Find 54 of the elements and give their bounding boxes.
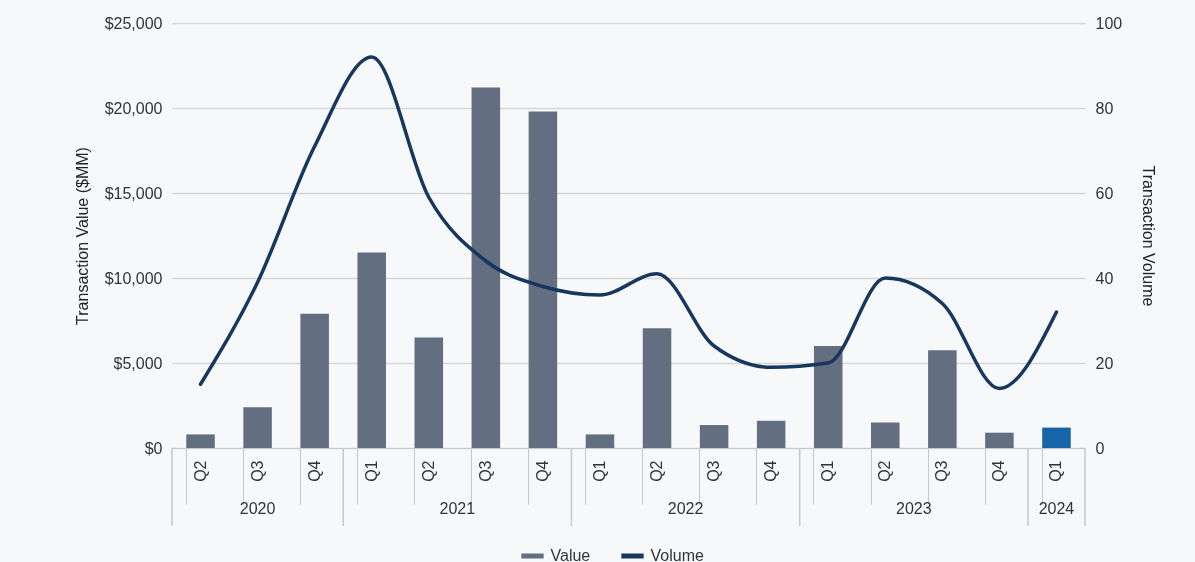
x-tick-label: Q1 [362, 460, 380, 482]
x-tick-label: Q1 [819, 460, 837, 482]
x-tick-label: Q2 [191, 460, 209, 482]
x-tick-label: Q2 [648, 460, 666, 482]
bar [928, 350, 957, 448]
bar [243, 407, 272, 448]
y-tick-label: $20,000 [104, 99, 163, 117]
line-series [198, 55, 1059, 391]
x-tick-label: Q3 [933, 460, 951, 482]
y2-tick-label: 40 [1095, 269, 1114, 287]
x-tick-label: Q3 [248, 460, 266, 482]
x-tick-label: Q4 [533, 460, 551, 482]
x-tick-label: Q2 [419, 460, 437, 482]
x-tick-label: Q4 [762, 460, 780, 482]
bar [471, 87, 501, 448]
y2-tick-label: 80 [1095, 99, 1114, 117]
y-tick-label: $0 [144, 439, 163, 457]
text: 2020 [239, 500, 276, 517]
legend-label: Value [550, 547, 591, 562]
bar [699, 425, 729, 448]
legend-label: Volume [650, 547, 704, 562]
bar [585, 434, 615, 448]
x-tick-label: Q1 [590, 460, 608, 482]
y-axis-title: Transaction Value ($MM) [73, 147, 91, 325]
y2-axis-title: Transaction Volume [1140, 165, 1158, 307]
bar [756, 420, 786, 448]
y-tick-label: $5,000 [113, 354, 163, 372]
text: 2022 [667, 500, 704, 517]
text: 2021 [439, 500, 476, 517]
bar [1042, 427, 1071, 448]
bar [300, 313, 329, 448]
bar [357, 252, 386, 448]
x-tick-label: Q3 [476, 460, 494, 482]
text: 2024 [1038, 500, 1075, 517]
y2-tick-label: 0 [1095, 439, 1105, 457]
bar [813, 346, 843, 448]
bar [985, 432, 1014, 448]
x-tick-label: Q2 [876, 460, 894, 482]
x-tick-label: Q4 [305, 460, 323, 482]
x-tick-label: Q1 [1047, 460, 1065, 482]
y2-tick-label: 100 [1095, 14, 1123, 32]
bar [414, 337, 444, 448]
bar [642, 328, 672, 448]
x-tick-label: Q3 [705, 460, 723, 482]
y-tick-label: $15,000 [104, 184, 163, 202]
bar [186, 434, 215, 448]
bar [871, 422, 900, 448]
y2-tick-label: 20 [1095, 354, 1114, 372]
y-tick-label: $25,000 [104, 14, 163, 32]
text: 2023 [896, 500, 932, 517]
bar [528, 111, 558, 448]
y-tick-label: $10,000 [104, 269, 163, 287]
x-tick-label: Q4 [990, 460, 1008, 482]
y2-tick-label: 60 [1095, 184, 1114, 202]
